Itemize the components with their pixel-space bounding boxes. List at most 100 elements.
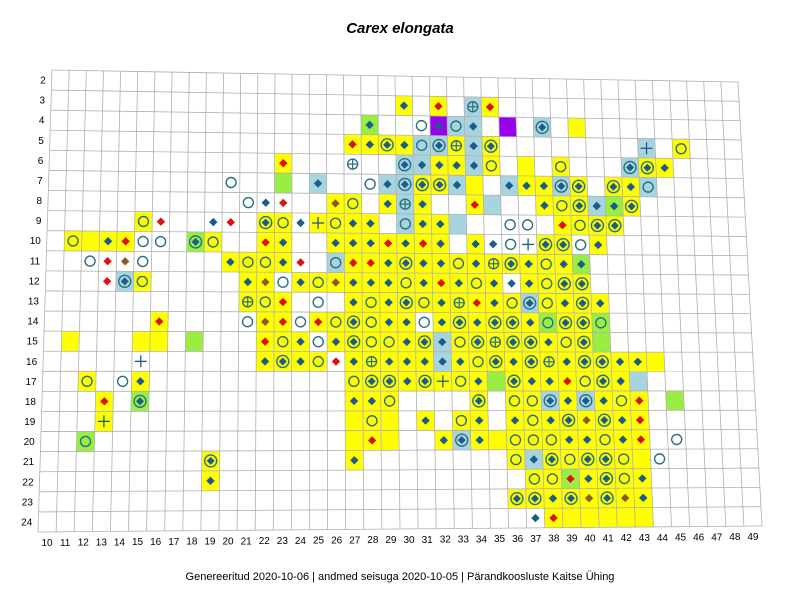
- circle-marker: [418, 296, 430, 309]
- grid-line-vertical: [200, 72, 207, 531]
- y-tick-label: 10: [30, 236, 42, 247]
- circle-diamond-inner: [525, 299, 534, 308]
- circle-diamond-marker: [556, 237, 570, 252]
- circle-marker: [508, 395, 521, 407]
- circle-marker: [509, 434, 522, 446]
- y-tick-label: 13: [28, 297, 40, 308]
- grid-line-vertical: [600, 79, 618, 528]
- grid-cell: [517, 156, 535, 177]
- grid-line-vertical: [394, 75, 401, 530]
- y-tick-label: 17: [25, 377, 37, 388]
- diamond-blue-marker: [401, 239, 410, 248]
- diamond-blue-marker: [420, 357, 429, 366]
- x-tick-label: 17: [168, 537, 180, 548]
- diamond-blue-marker: [577, 260, 586, 269]
- grid-line-vertical: [703, 81, 727, 527]
- circle-diamond-marker: [575, 277, 589, 291]
- circle-diamond-inner: [136, 397, 145, 406]
- diamond-blue-marker: [559, 259, 568, 269]
- circle-marker: [653, 453, 666, 465]
- grid-cell: [614, 449, 633, 469]
- diamond-red-marker: [103, 257, 112, 266]
- circle-diamond-marker: [528, 491, 542, 506]
- diamond-blue-marker: [421, 416, 430, 425]
- grid-cell: [134, 231, 152, 252]
- diamond-blue-marker: [418, 219, 428, 229]
- x-tick-label: 20: [222, 536, 234, 547]
- grid-cell: [506, 449, 526, 470]
- diamond-brown-marker: [331, 278, 340, 287]
- diamond-brown-marker: [261, 317, 270, 326]
- diamond-red-marker: [155, 317, 164, 326]
- diamond-blue-marker: [469, 141, 478, 151]
- diamond-blue-marker: [615, 357, 625, 366]
- circle-diamond-inner: [598, 357, 607, 366]
- diamond-blue-marker: [435, 160, 444, 170]
- diamond-red-marker: [226, 218, 235, 227]
- x-tick-label: 23: [277, 536, 289, 547]
- diamond-blue-marker: [366, 219, 375, 228]
- grid-line-horizontal: [51, 89, 740, 102]
- circle-marker: [574, 239, 587, 251]
- circle-marker: [574, 219, 586, 232]
- circle-marker: [416, 139, 428, 151]
- grid-cell: [133, 251, 152, 272]
- grid-cell: [81, 231, 100, 252]
- circle-diamond-inner: [546, 396, 555, 405]
- circle-diamond-marker: [606, 180, 621, 194]
- grid-cell: [665, 390, 685, 411]
- circle-diamond-inner: [418, 180, 427, 189]
- grid-cell: [76, 431, 95, 452]
- circle-diamond-inner: [490, 318, 499, 327]
- x-tick-label: 24: [295, 536, 307, 547]
- grid-cell: [291, 312, 310, 332]
- grid-cell: [412, 115, 431, 136]
- grid-line-horizontal: [41, 429, 757, 432]
- diamond-blue-marker: [638, 493, 648, 503]
- circle-diamond-inner: [491, 357, 500, 366]
- diamond-blue-marker: [417, 160, 427, 170]
- circle-diamond-marker: [399, 295, 414, 310]
- grid-cell: [562, 508, 581, 528]
- circle-diamond-marker: [558, 316, 573, 330]
- diamond-blue-marker: [468, 122, 478, 131]
- diamond-blue-marker: [103, 237, 113, 246]
- circle-diamond-inner: [610, 221, 619, 230]
- circle-diamond-inner: [561, 318, 570, 327]
- symbol-layer: [67, 101, 687, 523]
- circle-diamond-inner: [579, 338, 588, 347]
- circle-marker: [527, 414, 539, 427]
- circle-diamond-marker: [624, 199, 639, 214]
- grid-cell: [632, 449, 651, 469]
- diamond-blue-marker: [475, 435, 484, 445]
- circle-marker: [560, 336, 572, 348]
- circle-diamond-inner: [473, 338, 482, 347]
- circle-marker: [137, 235, 149, 248]
- diamond-blue-marker: [584, 474, 593, 483]
- circle-diamond-marker: [564, 491, 578, 506]
- grid-line-horizontal: [47, 210, 746, 218]
- grid-line-vertical: [514, 78, 528, 528]
- diamond-brown-marker: [584, 493, 594, 503]
- diamond-blue-marker: [618, 435, 628, 444]
- diamond-blue-marker: [475, 416, 484, 425]
- circle-marker: [618, 472, 631, 485]
- diamond-blue-marker: [562, 357, 571, 366]
- diamond-blue-marker: [206, 476, 215, 486]
- diamond-blue-marker: [471, 239, 480, 249]
- grid-line-vertical: [651, 80, 672, 527]
- circle-diamond-inner: [527, 357, 536, 366]
- circle-diamond-marker: [488, 315, 502, 330]
- y-tick-label: 19: [24, 417, 36, 428]
- diamond-brown-marker: [331, 199, 340, 208]
- circle-diamond-inner: [559, 240, 568, 249]
- grid-cell: [274, 272, 292, 293]
- circle-marker: [312, 355, 324, 368]
- grid-line-horizontal: [40, 448, 758, 453]
- grid-cell: [518, 215, 537, 235]
- circle-diamond-marker: [522, 296, 537, 310]
- circle-diamond-inner: [435, 180, 444, 189]
- diamond-red-marker: [278, 198, 288, 208]
- diamond-blue-marker: [539, 181, 549, 191]
- circle-marker: [366, 415, 378, 427]
